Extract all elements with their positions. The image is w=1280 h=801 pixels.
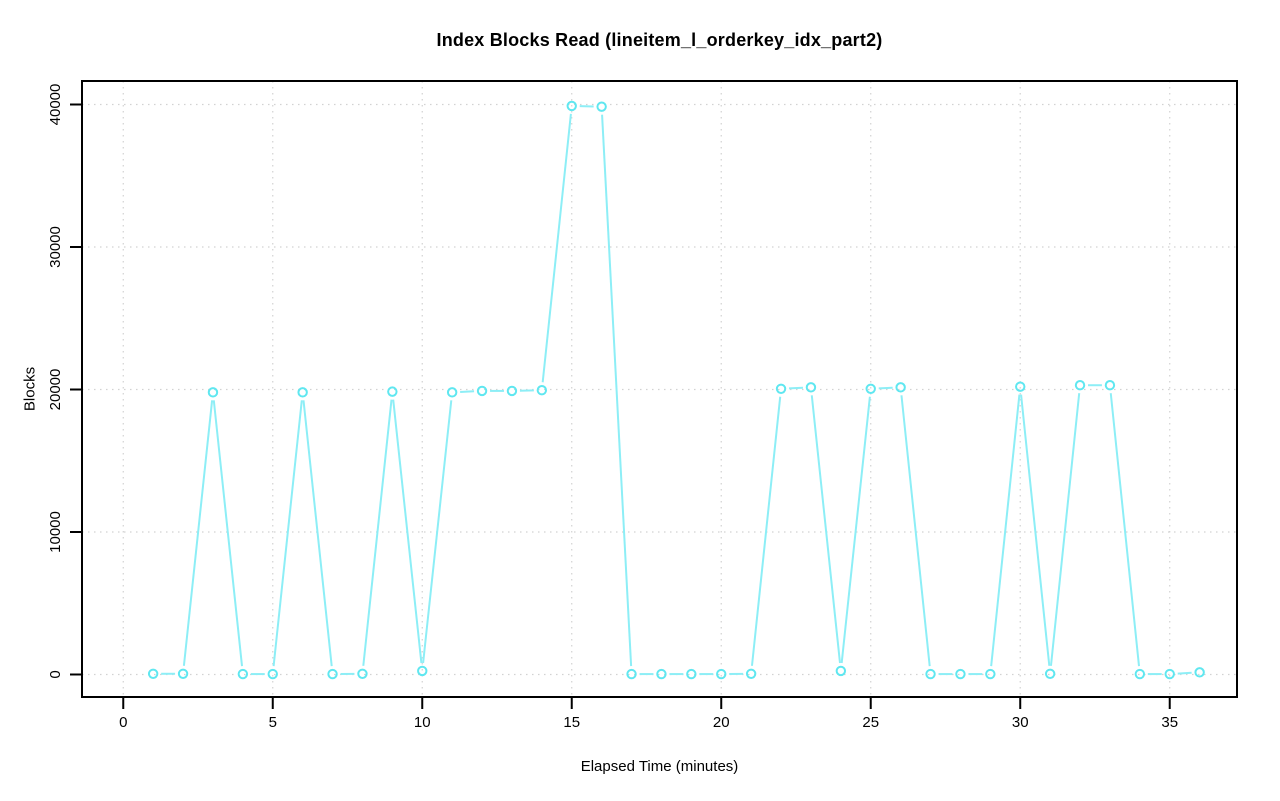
series-line-segment — [878, 386, 893, 390]
data-point-marker — [536, 385, 548, 396]
chart-title: Index Blocks Read (lineitem_l_orderkey_i… — [436, 30, 883, 50]
data-point-marker — [207, 387, 219, 398]
series-line-segment — [840, 396, 871, 664]
series-line-segment — [182, 400, 214, 666]
series-line-segment — [990, 394, 1021, 667]
data-point-marker — [1044, 668, 1056, 679]
data-point-marker — [1015, 381, 1026, 392]
x-axis-tick-label: 10 — [414, 714, 431, 731]
series-line-segment — [302, 400, 333, 667]
series-line-segment — [212, 400, 244, 667]
data-point-marker — [626, 668, 637, 680]
data-point-marker — [237, 668, 249, 680]
data-point-marker — [1074, 380, 1086, 391]
x-axis-tick-label: 35 — [1161, 714, 1178, 731]
data-point-marker — [446, 387, 458, 398]
data-point-marker — [417, 665, 428, 677]
series-line-segment — [1177, 671, 1192, 675]
data-point-marker — [955, 668, 966, 680]
data-point-marker — [895, 382, 906, 393]
x-axis-tick-label: 0 — [119, 714, 127, 731]
series-line-segment — [900, 395, 931, 667]
y-axis-tick-label: 40000 — [47, 84, 64, 126]
series-line-segment — [460, 390, 475, 393]
data-point-marker — [865, 383, 876, 394]
data-point-marker — [1164, 668, 1175, 680]
series-line-segment — [422, 400, 453, 664]
y-axis-tick-label: 20000 — [47, 369, 64, 411]
data-point-marker — [267, 668, 278, 680]
series-line-segment — [1109, 393, 1140, 667]
series-line-segment — [1020, 394, 1051, 666]
series-line-segment — [788, 386, 803, 390]
data-point-marker — [506, 385, 518, 397]
series-line-segment — [541, 113, 572, 383]
data-point-marker — [1104, 380, 1116, 391]
data-point-marker — [805, 382, 817, 393]
x-axis-tick-label: 15 — [563, 714, 580, 731]
series-line-segment — [1049, 393, 1081, 666]
y-axis-tick-label: 0 — [47, 670, 64, 678]
data-point-marker — [686, 668, 697, 680]
data-point-marker — [985, 668, 996, 680]
y-axis-tick-label: 30000 — [47, 226, 64, 268]
series-line-segment — [392, 399, 423, 664]
series-line-segment — [362, 399, 393, 666]
data-point-marker — [147, 668, 159, 679]
series-line-segment — [750, 396, 782, 666]
data-point-marker — [177, 668, 189, 679]
series-line-segment — [810, 395, 841, 664]
data-point-marker — [476, 385, 488, 397]
data-point-marker — [357, 668, 368, 679]
y-axis-tick-label: 10000 — [47, 511, 64, 553]
x-axis-tick-label: 30 — [1012, 714, 1029, 731]
x-axis-tick-label: 5 — [269, 714, 277, 731]
data-point-marker — [775, 383, 787, 394]
data-point-marker — [387, 386, 398, 397]
data-point-marker — [1194, 667, 1205, 678]
data-point-marker — [835, 665, 847, 677]
data-point-marker — [1134, 668, 1146, 680]
x-axis-tick-label: 20 — [713, 714, 730, 731]
data-point-marker — [656, 668, 667, 680]
data-point-marker — [596, 101, 607, 112]
data-point-marker — [745, 668, 757, 679]
data-point-marker — [716, 668, 727, 680]
data-point-marker — [297, 387, 308, 398]
series-line-segment — [601, 114, 633, 667]
data-point-marker — [566, 100, 577, 112]
data-point-marker — [327, 668, 338, 680]
x-axis-title: Elapsed Time (minutes) — [580, 758, 739, 775]
data-point-marker — [925, 668, 936, 680]
series-line-segment — [272, 400, 303, 667]
x-axis-tick-label: 25 — [862, 714, 879, 731]
